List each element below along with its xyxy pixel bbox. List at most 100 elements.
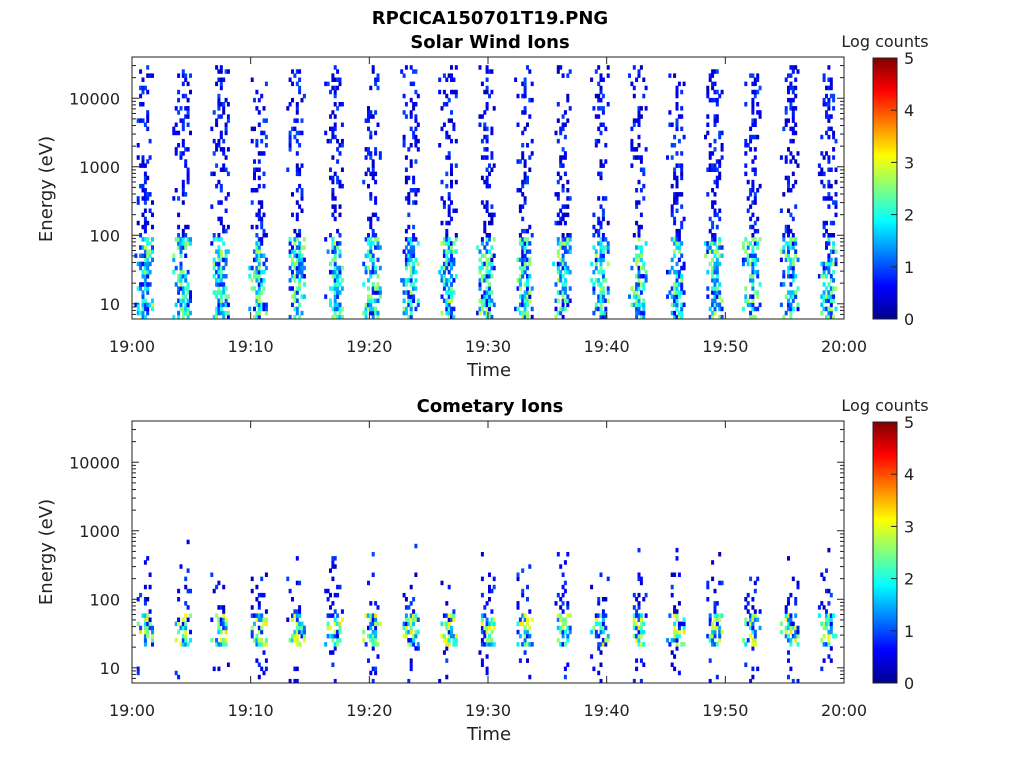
heatmap-cell <box>442 633 446 639</box>
heatmap-cell <box>295 556 299 561</box>
heatmap-cell <box>751 249 755 254</box>
heatmap-cell <box>367 302 370 308</box>
heatmap-cell <box>746 592 750 598</box>
heatmap-cell <box>293 237 297 242</box>
heatmap-cell <box>639 576 643 582</box>
heatmap-cell <box>606 102 610 107</box>
heatmap-cell <box>827 155 831 160</box>
heatmap-cell <box>369 245 373 250</box>
heatmap-cell <box>293 228 297 234</box>
heatmap-cell <box>561 163 565 168</box>
heatmap-cell <box>478 306 482 312</box>
heatmap-cell <box>179 274 183 279</box>
heatmap-cell <box>637 298 641 303</box>
heatmap-cell <box>637 638 641 643</box>
heatmap-cell <box>298 609 302 614</box>
heatmap-cell <box>262 253 266 258</box>
heatmap-cell <box>177 212 181 218</box>
heatmap-cell <box>827 298 831 303</box>
heatmap-cell <box>412 294 416 299</box>
heatmap-cell <box>293 126 297 132</box>
heatmap-cell <box>526 302 529 308</box>
heatmap-cell <box>488 642 491 647</box>
heatmap-cell <box>260 282 264 287</box>
heatmap-cell <box>827 134 831 140</box>
heatmap-cell <box>291 269 294 275</box>
heatmap-cell <box>784 241 788 246</box>
heatmap-cell <box>523 642 527 647</box>
heatmap-cell <box>782 245 786 250</box>
heatmap-cell <box>829 81 833 87</box>
heatmap-cell <box>295 629 299 635</box>
heatmap-cell <box>480 617 484 622</box>
heatmap-cell <box>597 106 601 111</box>
heatmap-cell <box>412 233 416 238</box>
heatmap-cell <box>554 220 558 226</box>
heatmap-cell <box>215 642 219 647</box>
heatmap-cell <box>635 118 639 123</box>
heatmap-cell <box>338 233 342 238</box>
heatmap-cell <box>642 662 646 667</box>
heatmap-cell <box>758 302 762 308</box>
heatmap-cell <box>485 147 489 152</box>
heatmap-cell <box>414 134 418 140</box>
heatmap-cell <box>592 286 596 291</box>
heatmap-cell <box>177 196 181 201</box>
heatmap-cell <box>601 621 605 627</box>
heatmap-cell <box>181 633 185 639</box>
heatmap-cell <box>302 638 306 643</box>
heatmap-cell <box>594 265 598 271</box>
heatmap-cell <box>450 314 453 320</box>
heatmap-cell <box>146 220 150 226</box>
heatmap-cell <box>601 77 605 82</box>
heatmap-cell <box>518 233 522 238</box>
heatmap-cell <box>177 674 181 680</box>
heatmap-cell <box>404 625 408 631</box>
heatmap-cell <box>561 621 565 627</box>
heatmap-cell <box>447 118 451 123</box>
heatmap-cell <box>561 633 565 639</box>
heatmap-cell <box>338 310 342 316</box>
heatmap-cell <box>222 257 226 263</box>
heatmap-cell <box>298 241 302 246</box>
heatmap-cell <box>257 302 261 308</box>
heatmap-cell <box>523 200 527 205</box>
heatmap-cell <box>369 638 373 643</box>
heatmap-cell <box>378 294 382 299</box>
heatmap-cell <box>447 261 451 267</box>
heatmap-cell <box>217 245 221 250</box>
heatmap-cell <box>250 77 254 82</box>
heatmap-cell <box>789 314 793 320</box>
heatmap-cell <box>189 298 192 303</box>
heatmap-cell <box>741 245 745 250</box>
heatmap-cell <box>409 601 413 606</box>
heatmap-cell <box>592 212 596 218</box>
heatmap-cell <box>376 216 380 222</box>
heatmap-cell <box>718 171 722 177</box>
heatmap-cell <box>756 228 760 234</box>
heatmap-cell <box>568 629 572 635</box>
heatmap-cell <box>566 241 570 246</box>
heatmap-cell <box>715 245 719 250</box>
heatmap-cell <box>452 89 456 95</box>
heatmap-cell <box>224 97 228 103</box>
heatmap-cell <box>367 253 370 258</box>
heatmap-cell <box>746 638 750 643</box>
heatmap-cell <box>675 151 679 156</box>
heatmap-cell <box>746 261 750 267</box>
heatmap-cell <box>146 237 150 242</box>
heatmap-cell <box>597 298 601 303</box>
heatmap-cell <box>257 257 261 263</box>
heatmap-cell <box>189 294 192 299</box>
heatmap-cell <box>599 572 603 577</box>
x-tick-label: 19:00 <box>109 701 155 720</box>
heatmap-cell <box>708 163 712 168</box>
heatmap-cell <box>450 629 453 635</box>
heatmap-cell <box>635 298 639 303</box>
heatmap-cell <box>302 265 306 271</box>
heatmap-cell <box>340 609 344 614</box>
heatmap-cell <box>751 200 755 205</box>
heatmap-cell <box>668 269 672 275</box>
heatmap-cell <box>480 294 484 299</box>
heatmap-cell <box>751 233 755 238</box>
